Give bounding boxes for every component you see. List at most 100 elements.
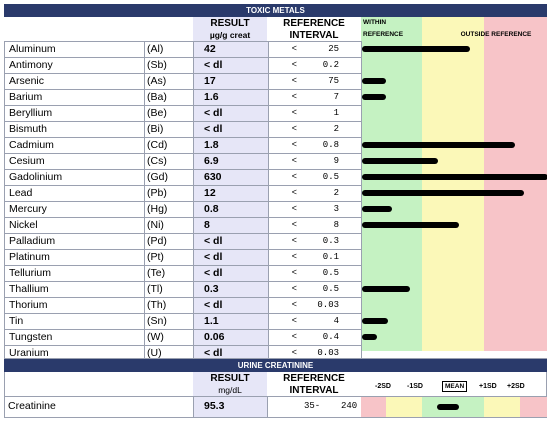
ref-comparator: < xyxy=(291,172,297,182)
result-bar xyxy=(362,318,388,324)
reference-bands: WITHIN REFERENCE OUTSIDE REFERENCE xyxy=(361,17,547,351)
reference-interval: <8 xyxy=(268,217,362,234)
table-row: Thorium (Th) < dl <0.03 xyxy=(4,297,548,314)
cband-yellow-right xyxy=(484,397,520,417)
ref-comparator: < xyxy=(291,220,297,230)
result-bar-cell xyxy=(362,42,548,58)
result-bar-cell xyxy=(362,234,548,250)
ref-comparator: < xyxy=(291,316,297,326)
table-row: Lead (Pb) 12 <2 xyxy=(4,185,548,202)
table-row: Bismuth (Bi) < dl <2 xyxy=(4,121,548,138)
result-unit: µg/g creat xyxy=(209,30,251,40)
element-name: Tellurium xyxy=(4,265,145,282)
result-bar xyxy=(362,206,392,212)
element-name: Cadmium xyxy=(4,137,145,154)
result-bar xyxy=(362,174,547,180)
element-symbol: (Cs) xyxy=(144,153,194,170)
element-symbol: (Bi) xyxy=(144,121,194,138)
result-bar-cell xyxy=(362,74,548,90)
element-name: Gadolinium xyxy=(4,169,145,186)
ref-label2: INTERVAL xyxy=(289,30,339,41)
ref-label: REFERENCE xyxy=(283,18,345,29)
ref-comparator: < xyxy=(291,252,297,262)
ref-value: 0.5 xyxy=(322,172,339,182)
reference-interval: <0.03 xyxy=(268,297,362,314)
ref-comparator: < xyxy=(291,332,297,342)
reference-interval: <75 xyxy=(268,73,362,90)
result-bar-cell xyxy=(362,250,548,266)
creatinine-result-cell: 95.3 xyxy=(193,397,268,417)
result-bar-cell xyxy=(362,90,548,106)
creatinine-marker xyxy=(437,404,459,410)
table-row: Nickel (Ni) 8 <8 xyxy=(4,217,548,234)
result-bar xyxy=(362,334,377,340)
element-symbol: (Pb) xyxy=(144,185,194,202)
result-bar-cell xyxy=(362,186,548,202)
element-name: Mercury xyxy=(4,201,145,218)
result-bar xyxy=(362,190,524,196)
ref-comparator: < xyxy=(291,108,297,118)
reference-interval: <3 xyxy=(268,201,362,218)
ref-value: 7 xyxy=(333,92,339,102)
creatinine-ref-low: 35- xyxy=(304,401,321,411)
ref-value: 1 xyxy=(333,108,339,118)
reference-interval: <0.5 xyxy=(268,265,362,282)
creatinine-row: Creatinine 95.3 35- 240 xyxy=(4,396,547,417)
element-name: Aluminum xyxy=(4,41,145,58)
element-result: < dl xyxy=(193,105,269,122)
element-name: Barium xyxy=(4,89,145,106)
element-name: Tin xyxy=(4,313,145,330)
table-row: Palladium (Pd) < dl <0.3 xyxy=(4,233,548,250)
creat-ref-label2: INTERVAL xyxy=(289,385,339,396)
toxic-metals-table: Aluminum (Al) 42 <25 Antimony (Sb) < dl <0.2 Ars… xyxy=(4,41,548,362)
element-symbol: (Pd) xyxy=(144,233,194,250)
element-result: 17 xyxy=(193,73,269,90)
result-bar-cell xyxy=(362,330,548,346)
element-result: < dl xyxy=(193,57,269,74)
result-bar-cell xyxy=(362,314,548,330)
reference-interval: <0.8 xyxy=(268,137,362,154)
result-bar-cell xyxy=(362,282,548,298)
reference-interval: <2 xyxy=(268,185,362,202)
result-bar-cell xyxy=(362,202,548,218)
ref-value: 0.4 xyxy=(322,332,339,342)
ref-value: 4 xyxy=(333,316,339,326)
creatinine-frame xyxy=(4,358,547,418)
ref-comparator: < xyxy=(291,204,297,214)
element-symbol: (Sb) xyxy=(144,57,194,74)
ref-comparator: < xyxy=(291,60,297,70)
reference-interval: <0.5 xyxy=(268,281,362,298)
element-symbol: (Sn) xyxy=(144,313,194,330)
table-row: Tin (Sn) 1.1 <4 xyxy=(4,313,548,330)
ref-value: 0.2 xyxy=(322,60,339,70)
band-red xyxy=(484,17,547,351)
ref-value: 0.5 xyxy=(322,268,339,278)
table-row: Arsenic (As) 17 <75 xyxy=(4,73,548,90)
element-name: Antimony xyxy=(4,57,145,74)
toxic-result-header: RESULT µg/g creat xyxy=(193,17,267,43)
element-result: 1.6 xyxy=(193,89,269,106)
element-result: < dl xyxy=(193,297,269,314)
table-row: Beryllium (Be) < dl <1 xyxy=(4,105,548,122)
table-row: Mercury (Hg) 0.8 <3 xyxy=(4,201,548,218)
ref-comparator: < xyxy=(291,44,297,54)
element-result: < dl xyxy=(193,233,269,250)
ref-comparator: < xyxy=(291,76,297,86)
result-label: RESULT xyxy=(210,18,250,29)
element-symbol: (Th) xyxy=(144,297,194,314)
element-result: 42 xyxy=(193,41,269,58)
ref-comparator: < xyxy=(291,124,297,134)
result-bar-cell xyxy=(362,122,548,138)
element-name: Thorium xyxy=(4,297,145,314)
ref-value: 75 xyxy=(328,76,339,86)
cband-yellow-left xyxy=(386,397,422,417)
element-name: Uranium xyxy=(4,345,145,362)
table-row: Thallium (Tl) 0.3 <0.5 xyxy=(4,281,548,298)
table-row: Uranium (U) < dl <0.03 xyxy=(4,345,548,362)
element-result: 6.9 xyxy=(193,153,269,170)
element-symbol: (As) xyxy=(144,73,194,90)
element-name: Lead xyxy=(4,185,145,202)
element-name: Cesium xyxy=(4,153,145,170)
element-symbol: (Pt) xyxy=(144,249,194,266)
element-result: 0.3 xyxy=(193,281,269,298)
